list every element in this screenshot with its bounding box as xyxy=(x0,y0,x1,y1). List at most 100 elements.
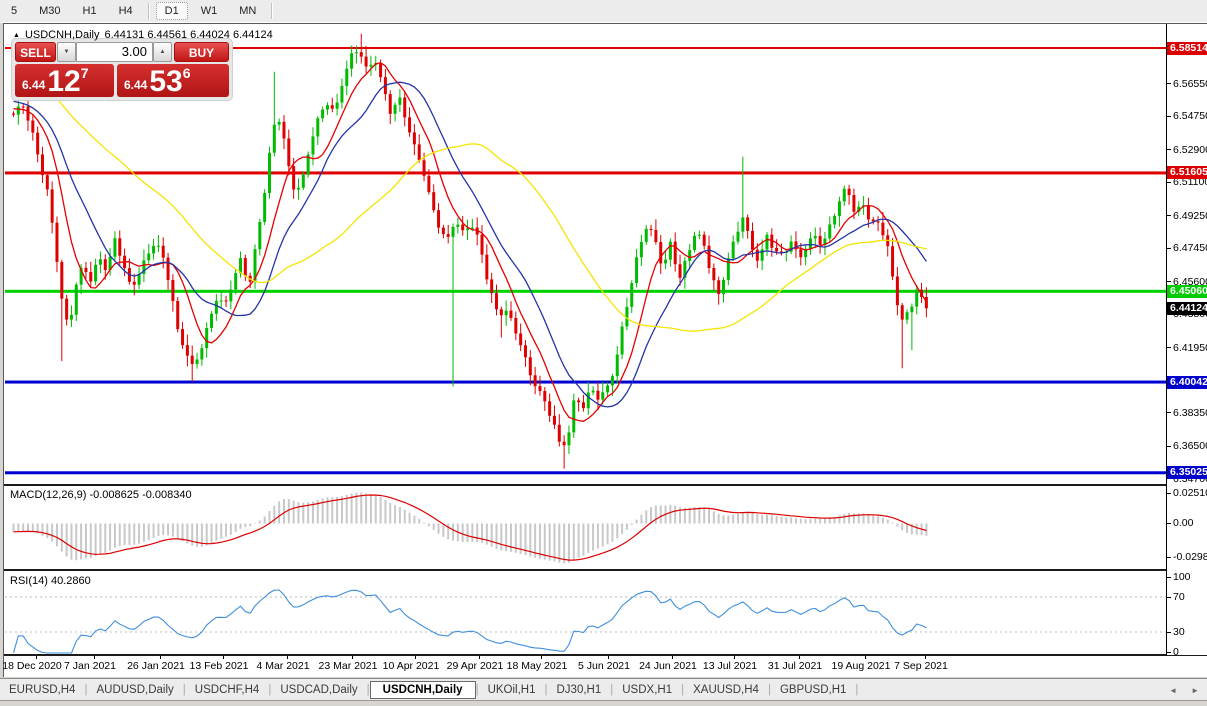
level-lines-layer xyxy=(5,47,1166,475)
timeframe-button-w1[interactable]: W1 xyxy=(200,5,218,17)
date-tick-label: 29 Apr 2021 xyxy=(446,660,504,672)
timeframe-button-5[interactable]: 5 xyxy=(11,5,18,17)
indicator-tick-mark xyxy=(1167,556,1171,558)
pane-separator-macd-rsi[interactable] xyxy=(4,569,1207,571)
price-tick-label: 6.54750 xyxy=(1173,110,1207,123)
date-tick-label: 5 Jun 2021 xyxy=(578,660,630,672)
tab-scroll-left-icon[interactable]: ◄ xyxy=(1169,685,1178,695)
date-tick-label: 18 Dec 2020 xyxy=(2,660,62,672)
tab-separator: | xyxy=(84,684,88,696)
volume-input[interactable]: 3.00 xyxy=(76,42,153,62)
chart-tab-gbpusd-h1[interactable]: GBPUSD,H1 xyxy=(779,684,847,696)
date-tick-label: 7 Jan 2021 xyxy=(64,660,116,672)
timeframe-button-m30[interactable]: M30 xyxy=(39,5,61,17)
timeframe-button-d1[interactable]: D1 xyxy=(155,2,188,20)
chart-ohlc-values: 6.44131 6.44561 6.44024 6.44124 xyxy=(104,29,273,41)
chart-frame-left xyxy=(3,23,4,677)
chart-title: ▲ USDCNH,Daily 6.44131 6.44561 6.44024 6… xyxy=(13,29,273,41)
tab-separator: | xyxy=(855,684,859,696)
price-tick-mark xyxy=(1167,83,1171,85)
tab-scroll-controls: ◄ ► xyxy=(1169,679,1199,701)
buy-price-display[interactable]: 6.44 53 6 xyxy=(117,64,229,97)
chart-tab-ukoil-h1[interactable]: UKOil,H1 xyxy=(487,684,536,696)
timeframe-button-mn[interactable]: MN xyxy=(239,5,257,17)
chart-tab-usdcad-daily[interactable]: USDCAD,Daily xyxy=(280,684,358,696)
chart-tab-xauusd-h4[interactable]: XAUUSD,H4 xyxy=(693,684,759,696)
timeframe-button-h1[interactable]: H1 xyxy=(82,5,97,17)
date-tick-label: 31 Jul 2021 xyxy=(767,660,823,672)
chart-tab-eurusd-h4[interactable]: EURUSD,H4 xyxy=(9,684,76,696)
volume-increase-button[interactable]: ▲ xyxy=(153,42,172,62)
indicator-tick-mark xyxy=(1167,631,1171,633)
price-tick-label: 6.52900 xyxy=(1173,143,1207,156)
indicator-tick-mark xyxy=(1167,576,1171,578)
tab-separator: | xyxy=(610,684,614,696)
price-tick-label: 6.38350 xyxy=(1173,406,1207,419)
date-tick-mark xyxy=(672,656,673,659)
rsi-layer xyxy=(5,589,1166,654)
date-tick-mark xyxy=(608,656,609,659)
chart-tab-usdchf-h4[interactable]: USDCHF,H4 xyxy=(194,684,260,696)
price-badge: 6.35025 xyxy=(1167,466,1207,480)
indicator-tick-label: 100 xyxy=(1173,571,1191,583)
sell-button[interactable]: SELL xyxy=(15,42,56,62)
pane-separator-rsi-dates xyxy=(4,654,1207,656)
indicator-tick-label: 0.025108 xyxy=(1173,487,1207,499)
date-tick-mark xyxy=(925,656,926,659)
price-tick-mark xyxy=(1167,445,1171,447)
buy-price-big: 53 xyxy=(149,65,183,98)
price-axis[interactable]: 6.565506.547506.529006.511006.492506.474… xyxy=(1166,24,1207,658)
tab-separator: | xyxy=(681,684,685,696)
pane-separator-main-macd[interactable] xyxy=(4,484,1207,486)
tab-separator: | xyxy=(182,684,186,696)
indicator-tick-label: 70 xyxy=(1173,591,1185,603)
chart-tab-usdx-h1[interactable]: USDX,H1 xyxy=(622,684,673,696)
macd-label: MACD(12,26,9) -0.008625 -0.008340 xyxy=(10,489,192,501)
price-tick-mark xyxy=(1167,412,1171,414)
chart-frame-top xyxy=(3,23,1207,24)
sell-price-superscript: 7 xyxy=(80,65,89,81)
chart-symbol-label: USDCNH,Daily xyxy=(24,29,100,41)
indicator-tick-label: 0 xyxy=(1173,646,1179,658)
price-tick-mark xyxy=(1167,281,1171,283)
chart-tab-bar: EURUSD,H4 | AUDUSD,Daily | USDCHF,H4 | USDCAD,… xyxy=(0,678,1207,701)
tab-scroll-right-icon[interactable]: ► xyxy=(1191,685,1199,695)
timeframe-button-h4[interactable]: H4 xyxy=(118,5,133,17)
date-tick-mark xyxy=(734,656,735,659)
price-badge: 6.44124 xyxy=(1167,301,1207,315)
chart-tab-usdcnh-daily[interactable]: USDCNH,Daily xyxy=(369,681,476,699)
date-tick-mark xyxy=(36,656,37,659)
chart-canvas[interactable] xyxy=(5,24,1166,678)
price-tick-mark xyxy=(1167,247,1171,249)
date-tick-label: 18 May 2021 xyxy=(506,660,568,672)
buy-button[interactable]: BUY xyxy=(174,42,229,62)
date-tick-mark xyxy=(223,656,224,659)
tab-separator: | xyxy=(475,684,479,696)
tab-separator: | xyxy=(366,684,370,696)
sell-price-display[interactable]: 6.44 12 7 xyxy=(15,64,114,97)
chart-tab-dj30-h1[interactable]: DJ30,H1 xyxy=(556,684,602,696)
date-tick-mark xyxy=(160,656,161,659)
buy-price-prefix: 6.44 xyxy=(124,78,148,92)
tab-separator: | xyxy=(268,684,272,696)
date-tick-mark xyxy=(352,656,353,659)
price-tick-label: 6.47450 xyxy=(1173,242,1207,255)
indicator-tick-label: 0.00 xyxy=(1173,517,1194,529)
price-tick-mark xyxy=(1167,115,1171,117)
date-tick-label: 23 Mar 2021 xyxy=(318,660,378,672)
price-tick-label: 6.41950 xyxy=(1173,341,1207,354)
collapse-quotes-icon[interactable]: ▲ xyxy=(13,31,20,39)
date-tick-mark xyxy=(415,656,416,659)
date-tick-label: 4 Mar 2021 xyxy=(256,660,310,672)
price-tick-mark xyxy=(1167,347,1171,349)
volume-decrease-button[interactable]: ▼ xyxy=(57,42,76,62)
indicator-tick-mark xyxy=(1167,492,1171,494)
moving-averages-layer xyxy=(13,62,927,422)
price-tick-mark xyxy=(1167,149,1171,151)
tab-separator: | xyxy=(767,684,771,696)
price-badge: 6.58514 xyxy=(1167,41,1207,55)
date-tick-mark xyxy=(94,656,95,659)
chart-background xyxy=(4,24,1207,677)
chart-tab-audusd-daily[interactable]: AUDUSD,Daily xyxy=(96,684,174,696)
